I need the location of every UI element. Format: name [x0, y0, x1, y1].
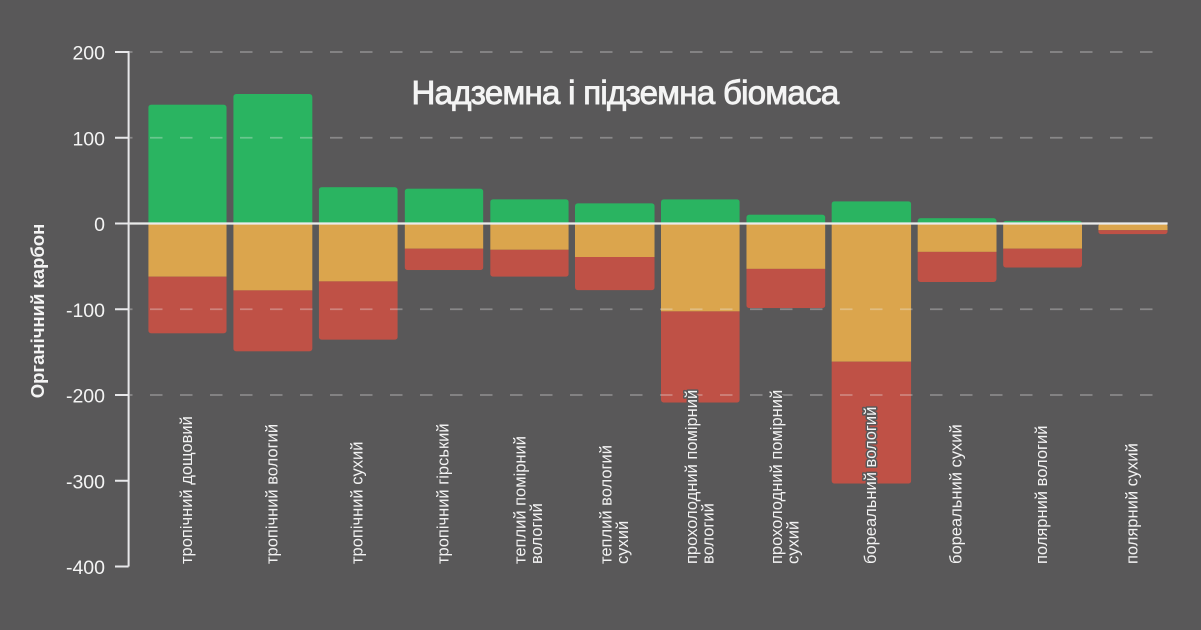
svg-text:0: 0 [94, 214, 105, 236]
svg-text:бореальний вологий: бореальний вологий [862, 407, 880, 564]
svg-text:сухий: сухий [614, 521, 632, 564]
svg-text:прохолодний помірний: прохолодний помірний [683, 390, 701, 564]
svg-text:бореальний сухий: бореальний сухий [947, 424, 965, 564]
svg-text:тропічний сухий: тропічний сухий [349, 442, 367, 564]
svg-text:полярний вологий: полярний вологий [1033, 426, 1051, 564]
svg-text:сухий: сухий [784, 521, 802, 564]
svg-text:-100: -100 [66, 300, 105, 322]
svg-text:теплий вологий: теплий вологий [597, 445, 615, 564]
svg-text:-400: -400 [66, 557, 105, 579]
svg-text:вологий: вологий [699, 503, 717, 564]
svg-text:прохолодний помірний: прохолодний помірний [768, 390, 786, 564]
svg-text:100: 100 [72, 128, 105, 150]
svg-text:тропічний гірський: тропічний гірський [434, 423, 452, 564]
svg-text:Органічний карбон: Органічний карбон [27, 224, 48, 399]
svg-text:вологий: вологий [528, 503, 546, 564]
svg-text:тропічний вологий: тропічний вологий [263, 424, 281, 564]
svg-text:-200: -200 [66, 386, 105, 408]
svg-text:200: 200 [72, 43, 105, 65]
svg-text:полярний сухий: полярний сухий [1123, 443, 1141, 564]
svg-text:-300: -300 [66, 471, 105, 493]
svg-text:Надземна і підземна біомаса: Надземна і підземна біомаса [411, 74, 839, 111]
svg-text:теплий помірний: теплий помірний [512, 436, 530, 564]
svg-text:тропічний дощовий: тропічний дощовий [178, 416, 196, 564]
